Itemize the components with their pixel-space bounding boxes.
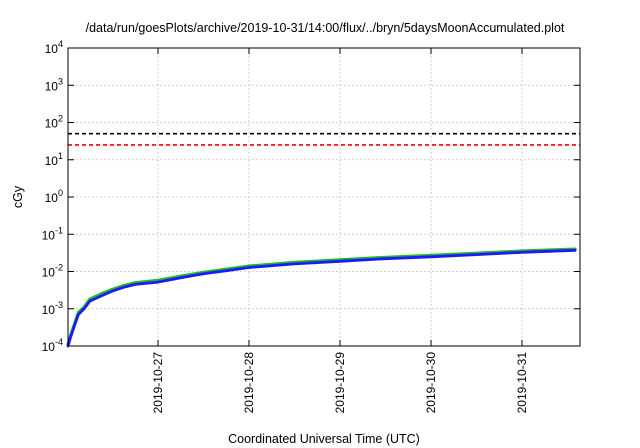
y-tick-label: 103 <box>45 76 63 93</box>
x-tick-label: 2019-10-27 <box>151 352 165 414</box>
y-tick-label: 100 <box>45 188 63 205</box>
grid <box>68 48 580 346</box>
x-tick-label: 2019-10-31 <box>515 352 529 414</box>
y-tick-label: 10-1 <box>42 225 63 242</box>
y-tick-label: 102 <box>45 114 63 131</box>
y-tick-label: 10-2 <box>42 263 63 280</box>
chart-title: /data/run/goesPlots/archive/2019-10-31/1… <box>86 21 565 35</box>
x-tick-label: 2019-10-29 <box>333 352 347 414</box>
y-axis-label: cGy <box>11 185 25 208</box>
y-tick-label: 10-4 <box>42 337 63 354</box>
x-axis-label: Coordinated Universal Time (UTC) <box>228 432 420 446</box>
y-axis: 10-4 10-3 10-2 10-1 100 101 102 103 104 <box>42 39 580 354</box>
x-axis: 2019-10-27 2019-10-28 2019-10-29 2019-10-30… <box>151 48 529 413</box>
y-tick-label: 104 <box>45 39 63 56</box>
reference-lines <box>68 132 580 146</box>
series-group <box>66 247 577 348</box>
x-tick-label: 2019-10-30 <box>424 352 438 414</box>
y-tick-label: 101 <box>45 151 63 168</box>
series-line <box>66 248 577 348</box>
y-tick-label: 10-3 <box>42 300 63 317</box>
x-tick-label: 2019-10-28 <box>242 352 256 414</box>
